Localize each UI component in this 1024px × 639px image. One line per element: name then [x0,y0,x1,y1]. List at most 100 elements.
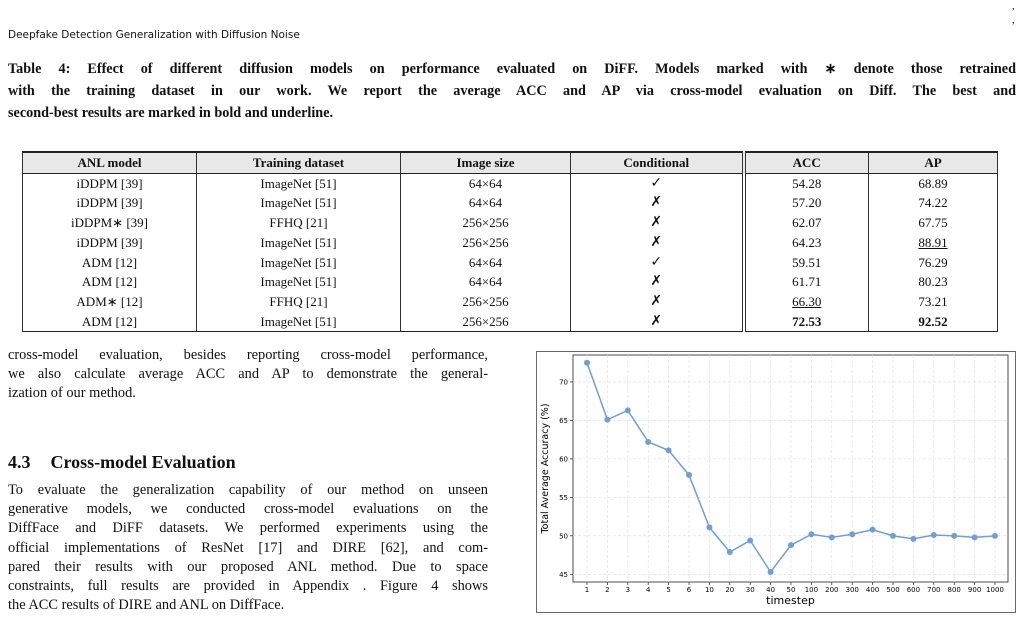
body-line: generative models, we conducted cross-mo… [8,501,488,518]
table-cell: 80.23 [868,272,998,292]
table-cell: ✗ [570,193,744,214]
column-header: Image size [400,150,571,174]
x-tick-label: 100 [805,586,818,594]
figure-frame [536,351,1016,613]
x-tick-label: 400 [866,586,879,594]
table-cell: ImageNet [51] [196,311,401,333]
table-row: ADM [12] ImageNet [51] 64×64 ✗ 61.71 80.23 [22,272,998,292]
table-cell: 57.20 [741,193,869,214]
x-tick-label: 20 [725,586,734,594]
y-tick-label: 70 [559,378,568,386]
data-point [828,534,835,541]
table-cell: ADM [12] [22,311,197,333]
table-row: ADM∗ [12] FFHQ [21] 256×256 ✗ 66.30 73.21 [22,291,998,312]
table-cell: iDDPM [39] [22,232,197,253]
x-tick-label: 900 [968,586,981,594]
body-line: ization of our method. [8,385,136,401]
caption-line: with the training dataset in our work. W… [8,83,1016,99]
table-cell: 59.51 [741,252,869,273]
data-point [624,407,631,414]
data-point [584,359,590,366]
data-point [726,548,733,555]
y-axis-label: Total Average Accuracy (%) [540,403,551,534]
table-cell: ADM∗ [12] [22,291,197,312]
caption-line: Table 4: Effect of different diffusion m… [8,61,1016,77]
running-title: Deepfake Detection Generalization with D… [8,29,300,41]
table-cell: 74.22 [868,193,998,214]
table-cell: 54.28 [741,173,869,194]
x-tick-label: 3 [626,586,630,594]
x-tick-label: 6 [687,586,692,594]
body-line: official implementations of ResNet [17] … [8,539,488,556]
table-row: iDDPM [39] ImageNet [51] 64×64 ✓ 54.28 68.89 [22,173,998,194]
table-cell: ✗ [570,272,744,292]
data-point [910,535,917,542]
y-tick-label: 65 [559,417,568,425]
body-line: pared their results with our proposed AN… [8,558,488,575]
table-row: iDDPM [39] ImageNet [51] 64×64 ✗ 57.20 74.22 [22,193,998,214]
x-tick-label: 700 [927,586,940,594]
table-cell: ✗ [570,311,744,333]
column-header: AP [868,150,998,174]
data-point [788,542,794,549]
data-point [706,524,713,531]
column-header: ANL model [22,150,197,174]
body-line: we also calculate average ACC and AP to … [8,366,488,382]
table-row: ADM [12] ImageNet [51] 64×64 ✓ 59.51 76.29 [22,252,998,273]
column-header: ACC [741,150,869,174]
table-cell: 67.75 [868,213,998,233]
section-heading: 4.3 Cross-model Evaluation [8,452,236,473]
table-cell: 64×64 [400,193,571,214]
body-line: the ACC results of DIRE and ANL on DiffF… [8,597,285,614]
y-tick-label: 55 [559,494,568,502]
column-header: Training dataset [196,150,401,174]
x-tick-label: 1 [585,586,589,594]
y-tick-label: 50 [559,532,568,540]
data-point [686,472,692,479]
body-line: DiffFace and DiFF datasets. We performed… [8,520,488,537]
table-cell: ImageNet [51] [196,232,401,253]
table-cell: 73.21 [868,291,998,312]
table-cell: 256×256 [400,311,571,333]
data-point [808,531,815,538]
data-point [951,532,958,539]
x-tick-label: 50 [787,586,796,594]
y-tick-label: 45 [559,571,568,579]
section-title: Cross-model Evaluation [50,452,236,472]
x-tick-label: 800 [948,586,961,594]
x-tick-label: 5 [666,586,670,594]
table-row: iDDPM∗ [39] FFHQ [21] 256×256 ✗ 62.07 67.75 [22,213,998,233]
body-line: cross-model evaluation, besides reportin… [8,347,488,363]
corner-mark: , [1012,0,1015,12]
table-cell: 256×256 [400,232,571,253]
data-point [992,532,998,539]
table-cell: ✗ [570,291,744,312]
x-tick-label: 30 [746,586,755,594]
data-point [604,416,611,423]
x-tick-label: 10 [705,586,714,594]
data-point [767,568,774,575]
table-cell: 61.71 [741,272,869,292]
table-cell: ImageNet [51] [196,173,401,194]
table-cell: ADM [12] [22,272,197,292]
data-point [890,532,896,539]
x-tick-label: 2 [605,586,609,594]
table-cell: iDDPM [39] [22,193,197,214]
data-point [665,447,672,454]
x-tick-label: 300 [846,586,859,594]
table-cell: ImageNet [51] [196,193,401,214]
table-cell: iDDPM [39] [22,173,197,194]
table-cell: 76.29 [868,252,998,273]
table-cell: 72.53 [741,311,869,333]
data-point [971,534,978,541]
table-cell: ✗ [570,232,744,253]
table-cell: 88.91 [868,232,998,253]
table-cell: FFHQ [21] [196,213,401,233]
corner-mark: , [1012,14,1015,26]
body-line: constraints, full results are provided i… [8,578,488,594]
table-cell: 256×256 [400,291,571,312]
plot-area [572,354,1009,583]
table-cell: 66.30 [741,291,869,312]
